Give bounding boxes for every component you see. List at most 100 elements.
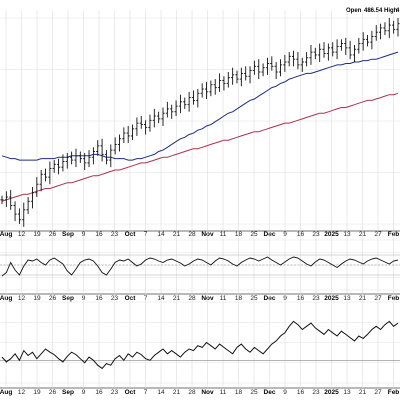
x-tick-label: 21 bbox=[173, 389, 181, 396]
ohlc-bar bbox=[96, 140, 100, 156]
ohlc-bar bbox=[244, 66, 248, 81]
ohlc-bar bbox=[278, 59, 283, 77]
ohlc-bar bbox=[313, 47, 317, 60]
ohlc-bar bbox=[135, 117, 139, 136]
x-tick-label: 16 bbox=[297, 389, 305, 396]
ohlc-bar bbox=[296, 52, 300, 70]
indicator-1-line bbox=[1, 256, 399, 277]
ohlc-bar bbox=[4, 191, 8, 207]
ohlc-bar bbox=[248, 66, 252, 84]
x-tick-label: Dec bbox=[264, 389, 276, 396]
ohlc-bar bbox=[117, 134, 122, 152]
x-tick-label: 23 bbox=[111, 389, 119, 396]
ohlc-bar bbox=[213, 79, 217, 95]
ohlc-bar bbox=[257, 59, 261, 80]
ohlc-bar bbox=[74, 148, 78, 168]
x-tick-label: 12 bbox=[18, 389, 26, 396]
ohlc-bar bbox=[196, 89, 200, 108]
ohlc-bar bbox=[348, 40, 352, 60]
ohlc-bar bbox=[226, 71, 230, 88]
indicator-2-line bbox=[1, 320, 399, 370]
ohlc-bar bbox=[178, 94, 183, 114]
ohlc-bar bbox=[91, 147, 95, 165]
x-tick-label: 19 bbox=[33, 389, 41, 396]
ohlc-bar bbox=[170, 104, 174, 119]
ohlc-bar bbox=[157, 111, 161, 124]
ohlc-bar bbox=[144, 120, 148, 135]
ohlc-bar bbox=[130, 124, 135, 141]
indicator-2 bbox=[0, 320, 400, 370]
ohlc-bar bbox=[235, 70, 239, 84]
ohlc-bar bbox=[113, 137, 117, 155]
ohlc-bar bbox=[265, 57, 270, 75]
ohlc-bar bbox=[78, 151, 82, 163]
high-label: High bbox=[384, 8, 398, 14]
ohlc-bar bbox=[43, 168, 48, 182]
x-tick-label: 18 bbox=[235, 389, 243, 396]
ohlc-header: Open 486.54 High 4 bbox=[346, 8, 400, 14]
x-tick-label: 2025 bbox=[324, 389, 339, 396]
ohlc-bar bbox=[87, 150, 91, 168]
ohlc-bar bbox=[291, 50, 296, 67]
open-label: Open bbox=[346, 8, 362, 14]
ohlc-bar bbox=[392, 20, 396, 34]
x-tick-label: 27 bbox=[374, 389, 382, 396]
ohlc-bar bbox=[139, 116, 143, 129]
ohlc-bar bbox=[209, 80, 213, 97]
ohlc-bar bbox=[305, 52, 309, 67]
ohlc-bar bbox=[148, 114, 152, 132]
ohlc-bar bbox=[231, 67, 235, 85]
indicator-1 bbox=[0, 254, 400, 277]
ohlc-bar bbox=[357, 37, 361, 54]
ohlc-bar bbox=[26, 197, 30, 215]
ohlc-bar bbox=[161, 107, 165, 126]
x-tick-label: 9 bbox=[283, 389, 287, 396]
ohlc-bar bbox=[287, 52, 291, 67]
ohlc-bar bbox=[70, 151, 74, 165]
ohlc-bar bbox=[335, 39, 339, 60]
ohlc-bar bbox=[378, 23, 383, 40]
x-tick-label: 16 bbox=[95, 389, 103, 396]
ohlc-bar bbox=[331, 42, 335, 57]
ohlc-bar bbox=[361, 32, 365, 51]
ohlc-bar bbox=[61, 154, 65, 172]
ohlc-bar bbox=[352, 44, 357, 63]
ohlc-bar bbox=[396, 18, 400, 37]
ohlc-bars bbox=[0, 18, 400, 227]
ohlc-bar bbox=[183, 97, 187, 109]
x-tick-label: 7 bbox=[144, 389, 148, 396]
ohlc-bar bbox=[339, 39, 344, 51]
ohlc-bar bbox=[48, 161, 52, 185]
ohlc-bar bbox=[365, 35, 370, 47]
x-tick-label: Oct bbox=[125, 231, 137, 238]
x-tick-label: Oct bbox=[125, 389, 137, 396]
ohlc-bar bbox=[174, 100, 178, 117]
ohlc-bar bbox=[52, 160, 56, 173]
ohlc-bar bbox=[309, 44, 313, 65]
ohlc-bar bbox=[0, 195, 4, 205]
panels: Aug 12 19 26 Sep 9 16 23 Oct 7 14 21 28 Nov 11 18 25 Dec 9… bbox=[0, 10, 400, 396]
x-tick-label: 28 bbox=[188, 389, 196, 396]
ohlc-bar bbox=[374, 25, 378, 41]
ohlc-bar bbox=[13, 201, 17, 222]
x-tick-label: Aug bbox=[0, 389, 12, 396]
ohlc-bar bbox=[30, 187, 35, 209]
ohlc-bar bbox=[126, 125, 130, 144]
ohlc-bar bbox=[252, 60, 256, 75]
ohlc-bar bbox=[200, 83, 204, 98]
x-tick-label: Oct bbox=[125, 295, 137, 302]
ohlc-bar bbox=[217, 73, 222, 92]
x-tick-label: 21 bbox=[359, 389, 367, 396]
high-value: 4 bbox=[396, 8, 400, 14]
ohlc-bar bbox=[165, 101, 169, 118]
x-tick-label: 13 bbox=[343, 389, 351, 396]
ohlc-bar bbox=[65, 152, 69, 169]
ohlc-bar bbox=[387, 18, 391, 38]
open-value: 486.54 bbox=[364, 8, 383, 14]
ohlc-bar bbox=[100, 138, 104, 162]
moving-average-line-2 bbox=[1, 92, 399, 202]
x-tick-label: Nov bbox=[201, 389, 214, 396]
ohlc-bar bbox=[261, 63, 265, 77]
ohlc-bar bbox=[17, 208, 22, 224]
